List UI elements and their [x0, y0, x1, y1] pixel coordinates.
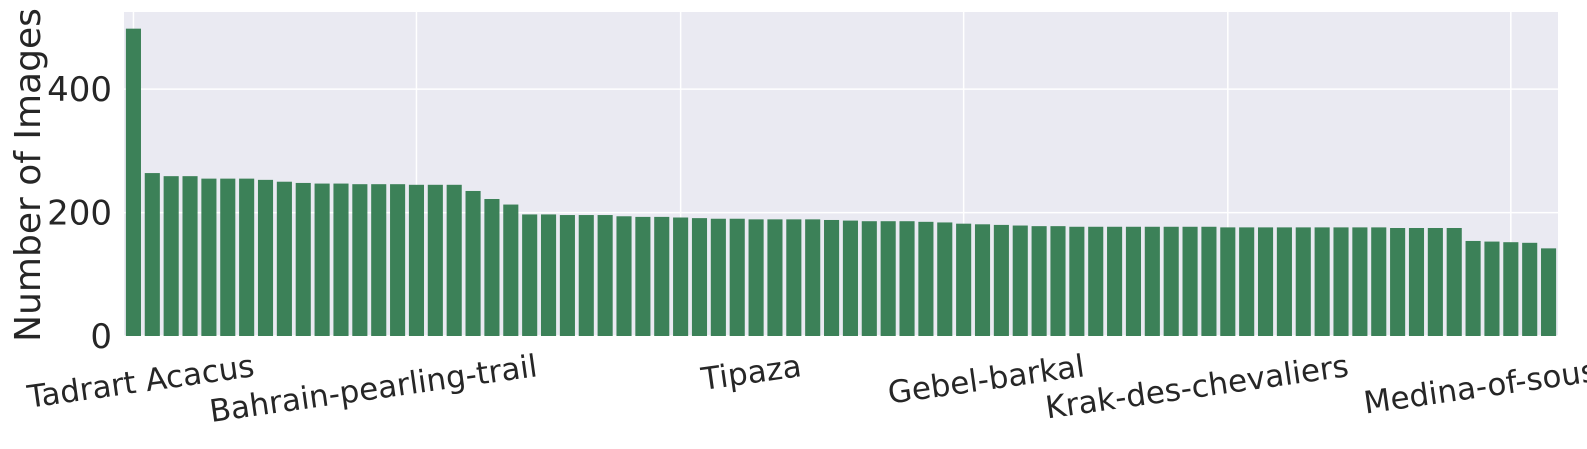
bar: [1371, 227, 1387, 336]
bar: [446, 184, 462, 336]
bar: [408, 184, 425, 336]
y-tick-label: 200: [47, 194, 112, 234]
bar: [314, 183, 330, 336]
bar: [861, 221, 877, 336]
bar: [182, 176, 198, 336]
bar: [465, 190, 481, 336]
bar: [1257, 227, 1274, 336]
y-tick-labels: 0 200 400: [47, 70, 112, 357]
bar: [333, 183, 349, 336]
bar: [257, 179, 274, 336]
bar: [220, 178, 236, 336]
bar: [654, 216, 670, 336]
bar: [1390, 228, 1406, 336]
y-tick-label: 0: [90, 317, 112, 357]
bar: [163, 176, 179, 336]
bar: [1031, 226, 1047, 336]
bar: [918, 221, 934, 336]
bar: [1069, 226, 1085, 336]
bar: [937, 222, 953, 336]
bar: [673, 217, 689, 336]
bar: [540, 214, 557, 336]
bar: [899, 221, 915, 336]
bar: [691, 218, 708, 336]
bar: [352, 184, 368, 336]
bar: [503, 204, 519, 336]
bar: [729, 218, 745, 336]
bar: [1541, 248, 1557, 336]
bar: [390, 184, 406, 336]
bar: [635, 216, 651, 336]
bar: [1050, 226, 1066, 336]
y-axis-label: Number of Images: [8, 8, 49, 342]
bar: [201, 178, 217, 336]
bar: [1484, 241, 1500, 336]
bar: [1163, 226, 1179, 336]
bar: [1239, 227, 1255, 336]
bar: [559, 215, 575, 336]
bar: [748, 219, 764, 336]
bar: [1220, 227, 1236, 336]
bar: [276, 181, 292, 336]
bar: [1012, 225, 1028, 336]
x-tick-label: Tipaza: [698, 348, 804, 398]
bar: [144, 173, 160, 336]
bar: [1503, 242, 1519, 336]
bar: [1088, 226, 1104, 336]
bar: [1352, 227, 1368, 336]
x-tick-label: Medina-of-sousse: [1362, 348, 1587, 421]
bar: [484, 198, 500, 336]
bar: [239, 178, 255, 336]
bar: [295, 182, 311, 336]
bar: [597, 215, 613, 336]
bar: [427, 184, 443, 336]
bar: [1295, 227, 1311, 336]
bar: [1314, 227, 1330, 336]
bar: [1107, 226, 1123, 336]
bar: [1276, 227, 1292, 336]
x-tick-label: Krak-des-chevaliers: [1043, 348, 1351, 426]
bar: [1522, 242, 1538, 336]
bar: [842, 220, 858, 336]
bar: [125, 28, 141, 337]
bar: [1465, 240, 1481, 336]
bar: [1427, 228, 1443, 336]
bar: [1446, 228, 1462, 336]
bar: [1408, 228, 1425, 336]
bar: [824, 219, 840, 336]
bar: [371, 184, 387, 336]
y-tick-label: 400: [47, 70, 112, 110]
bar: [1182, 226, 1198, 336]
bar: [1125, 226, 1142, 336]
bar: [1333, 227, 1349, 336]
bar: [956, 223, 972, 336]
bar: [616, 216, 632, 336]
bar: [710, 218, 726, 336]
bar: [1201, 226, 1217, 336]
bar: [767, 219, 783, 336]
bar: [993, 224, 1009, 336]
bar: [805, 219, 821, 336]
bar: [880, 221, 896, 336]
bar: [522, 214, 538, 336]
bar: [974, 224, 991, 336]
x-tick-label: Bahrain-pearling-trail: [207, 348, 539, 430]
bar: [1144, 226, 1160, 336]
bar: [578, 215, 594, 336]
bar: [786, 219, 802, 336]
bars: [125, 28, 1557, 337]
